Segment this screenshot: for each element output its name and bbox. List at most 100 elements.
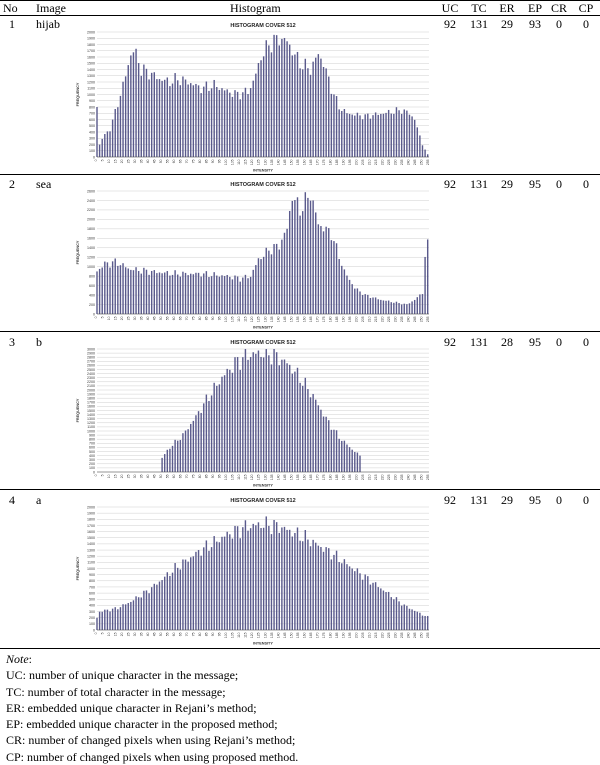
histogram-bar bbox=[382, 590, 385, 630]
y-tick-label: 900 bbox=[89, 99, 95, 103]
x-tick-label: 240 bbox=[406, 474, 410, 480]
histogram-bar bbox=[301, 385, 304, 472]
histogram-bar bbox=[156, 79, 158, 157]
histogram-bar bbox=[317, 545, 320, 630]
histogram-bar bbox=[163, 272, 166, 314]
x-tick-label: 150 bbox=[289, 159, 293, 165]
cell-cp: 0 bbox=[583, 335, 589, 349]
x-tick-label: 165 bbox=[309, 159, 313, 165]
histogram-bar bbox=[406, 110, 408, 157]
histogram-bar bbox=[135, 596, 137, 630]
y-tick-label: 700 bbox=[89, 112, 95, 116]
x-tick-label: 115 bbox=[244, 474, 248, 480]
histogram-bar bbox=[257, 258, 260, 314]
note-line: ER: embedded unique character in Rejani’… bbox=[6, 700, 257, 715]
histogram-bar bbox=[190, 273, 192, 314]
y-tick-label: 1800 bbox=[87, 518, 95, 522]
histogram-bar bbox=[179, 440, 182, 472]
histogram-bar bbox=[354, 288, 356, 314]
histogram-bar bbox=[239, 538, 241, 630]
histogram-bar bbox=[262, 357, 265, 472]
histogram-bar bbox=[192, 85, 195, 157]
header-cp: CP bbox=[578, 1, 594, 15]
histogram-bar bbox=[283, 359, 286, 472]
histogram-bar bbox=[268, 355, 270, 472]
x-tick-label: 130 bbox=[263, 632, 267, 638]
x-tick-label: 160 bbox=[302, 159, 306, 165]
histogram-title: HISTOGRAM COVER 512 bbox=[230, 23, 295, 29]
histogram-bar bbox=[322, 67, 325, 157]
x-tick-label: 45 bbox=[153, 632, 157, 636]
histogram-bar bbox=[265, 349, 267, 472]
histogram-bar bbox=[288, 364, 291, 472]
histogram-bar bbox=[299, 540, 301, 630]
cell-er: 29 bbox=[501, 17, 513, 31]
x-tick-label: 245 bbox=[413, 159, 417, 165]
x-tick-label: 145 bbox=[283, 159, 287, 165]
x-tick-label: 60 bbox=[172, 316, 176, 320]
cell-ep: 95 bbox=[529, 493, 541, 507]
y-tick-label: 300 bbox=[89, 458, 95, 462]
x-tick-label: 15 bbox=[114, 316, 118, 320]
histogram-bar bbox=[403, 604, 405, 630]
cell-cr: 0 bbox=[556, 177, 562, 191]
histogram-bar bbox=[348, 113, 351, 157]
histogram-bar bbox=[187, 429, 189, 472]
y-tick-label: 1800 bbox=[87, 397, 95, 401]
histogram-bar bbox=[169, 86, 171, 157]
histogram-bar bbox=[354, 451, 356, 472]
histogram-bar bbox=[195, 83, 197, 157]
histogram-bar bbox=[268, 250, 270, 314]
histogram-bar bbox=[244, 87, 247, 157]
histogram-bar bbox=[398, 303, 400, 314]
histogram-bar bbox=[387, 300, 390, 314]
histogram-bar bbox=[346, 564, 348, 630]
x-tick-label: 0 bbox=[94, 474, 98, 476]
x-tick-label: 235 bbox=[400, 632, 404, 638]
histogram-bar bbox=[320, 547, 322, 630]
x-tick-label: 95 bbox=[218, 159, 222, 163]
cell-ep: 93 bbox=[529, 17, 541, 31]
histogram-bar bbox=[177, 440, 179, 472]
cell-ep: 95 bbox=[529, 177, 541, 191]
histogram-bar bbox=[294, 532, 296, 630]
histogram-bar bbox=[226, 89, 228, 157]
x-tick-labels: 0 5 10 15 20 25 30 35 40 45 50 55 60 65 70 75 80 85 90 95 10… bbox=[94, 316, 430, 322]
x-tick-label: 140 bbox=[276, 316, 280, 322]
y-tick-label: 200 bbox=[89, 143, 95, 147]
x-tick-label: 40 bbox=[146, 474, 150, 478]
y-tick-label: 1200 bbox=[87, 80, 95, 84]
histogram-bar bbox=[255, 525, 257, 630]
histogram-bar bbox=[426, 239, 429, 314]
header-no: No bbox=[3, 1, 18, 15]
histogram-bar bbox=[111, 261, 114, 314]
histogram-bar bbox=[150, 72, 153, 157]
histogram-bar bbox=[351, 568, 353, 630]
histogram-bar bbox=[343, 269, 346, 314]
y-tick-label: 2600 bbox=[87, 364, 95, 368]
x-tick-label: 0 bbox=[94, 632, 98, 634]
x-tick-label: 195 bbox=[348, 316, 352, 322]
histogram-bar bbox=[317, 405, 320, 472]
header-ep: EP bbox=[527, 1, 542, 15]
histogram-bar bbox=[195, 551, 197, 630]
x-tick-label: 185 bbox=[335, 632, 339, 638]
histogram-bar bbox=[304, 192, 307, 314]
cell-no: 4 bbox=[9, 493, 15, 507]
y-tick-label: 1900 bbox=[87, 392, 95, 396]
histogram-bars bbox=[161, 349, 361, 472]
histogram-bar bbox=[341, 440, 343, 472]
histogram-bar bbox=[192, 420, 195, 472]
histogram-bar bbox=[341, 563, 343, 630]
histogram-bar bbox=[122, 604, 124, 630]
histogram-bar bbox=[283, 526, 286, 630]
histogram-bar bbox=[291, 55, 294, 157]
histogram-bar bbox=[174, 73, 176, 157]
histogram-bar bbox=[385, 592, 387, 630]
histogram-bar bbox=[161, 273, 163, 314]
histogram-bar bbox=[377, 114, 379, 157]
histogram-bar bbox=[158, 79, 161, 157]
histogram-bar bbox=[247, 94, 249, 157]
histogram-bar bbox=[158, 272, 161, 314]
histogram-bar bbox=[364, 114, 366, 157]
